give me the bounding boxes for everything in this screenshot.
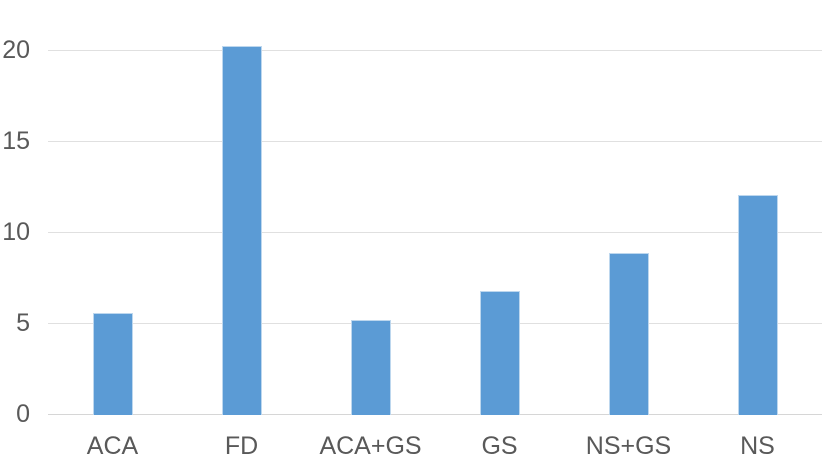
gridline xyxy=(48,49,822,51)
x-tick-label: FD xyxy=(224,432,259,460)
y-tick-label: 10 xyxy=(2,217,30,246)
x-tick-label: GS xyxy=(481,432,518,460)
x-tick-label: ACA xyxy=(86,432,139,460)
x-tick-label: NS+GS xyxy=(585,432,672,460)
y-tick-label: 5 xyxy=(16,308,30,337)
bar-ns+gs xyxy=(608,253,649,415)
gridline xyxy=(48,231,822,233)
x-tick-label: ACA+GS xyxy=(319,432,422,460)
bar-ns xyxy=(737,194,778,415)
bar-aca xyxy=(92,313,133,415)
gridline xyxy=(48,322,822,324)
x-tick-label: NS xyxy=(740,432,775,460)
bar-fd xyxy=(221,45,262,415)
gridline xyxy=(48,140,822,142)
plot-area xyxy=(48,0,822,415)
x-axis-line xyxy=(48,414,822,415)
y-tick-label: 20 xyxy=(2,35,30,64)
bar-gs xyxy=(479,291,520,415)
bar-aca+gs xyxy=(350,320,391,415)
y-tick-label: 15 xyxy=(2,126,30,155)
y-tick-label: 0 xyxy=(16,400,30,428)
